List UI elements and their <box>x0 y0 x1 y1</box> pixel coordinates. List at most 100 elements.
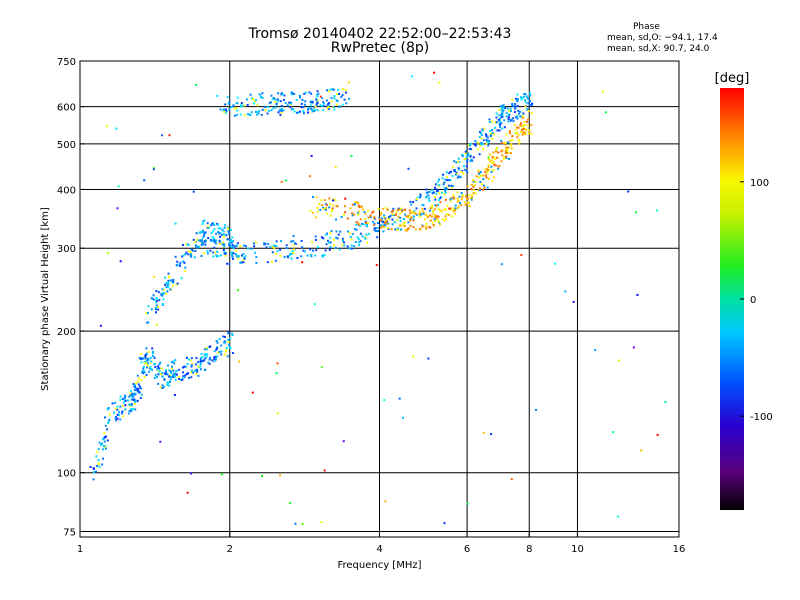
echo-point <box>467 197 470 200</box>
echo-point <box>151 350 154 353</box>
echo-point <box>317 246 320 248</box>
echo-point <box>512 117 515 120</box>
echo-point <box>273 245 276 248</box>
echo-point <box>491 179 494 182</box>
echo-point <box>409 219 412 222</box>
echo-point <box>361 235 364 238</box>
echo-point <box>136 374 139 377</box>
echo-point <box>294 242 296 245</box>
echo-point <box>311 110 314 113</box>
echo-point <box>103 432 106 435</box>
echo-point <box>172 369 175 372</box>
echo-point <box>281 92 283 95</box>
echo-point <box>229 347 232 350</box>
echo-point <box>452 166 455 169</box>
echo-point <box>129 394 132 397</box>
echo-point <box>463 168 466 171</box>
echo-point <box>390 211 393 214</box>
echo-point <box>153 363 156 366</box>
noise-point <box>334 165 337 168</box>
echo-point <box>343 213 345 216</box>
echo-point <box>147 305 150 308</box>
echo-point <box>372 221 374 223</box>
echo-point <box>365 233 368 236</box>
echo-point <box>178 263 181 266</box>
echo-point <box>422 212 425 215</box>
echo-point <box>150 297 153 299</box>
echo-point <box>223 110 226 113</box>
echo-point <box>161 293 164 296</box>
echo-point <box>478 153 481 156</box>
echo-point <box>485 168 488 171</box>
echo-point <box>388 216 390 219</box>
noise-point <box>280 180 283 183</box>
noise-point <box>402 416 405 419</box>
echo-point <box>380 211 383 214</box>
echo-point <box>433 208 436 211</box>
echo-point <box>356 236 359 239</box>
echo-point <box>461 195 464 198</box>
echo-point <box>454 207 457 210</box>
echo-point <box>316 210 319 213</box>
echo-point <box>157 373 160 376</box>
y-tick-label: 200 <box>57 327 76 338</box>
echo-point <box>457 199 460 202</box>
noise-point <box>261 475 264 477</box>
echo-point <box>139 387 142 390</box>
echo-point <box>511 104 514 107</box>
echo-point <box>203 235 205 237</box>
echo-point <box>463 200 466 203</box>
echo-point <box>214 242 217 245</box>
echo-point <box>501 115 504 118</box>
echo-point <box>517 126 520 129</box>
echo-point <box>279 254 282 257</box>
echo-point <box>494 126 497 129</box>
echo-point <box>492 176 495 179</box>
echo-point <box>208 362 211 365</box>
echo-point <box>158 363 161 366</box>
chart-subtitle: RwPretec (8p) <box>330 40 430 56</box>
echo-point <box>134 386 137 389</box>
x-tick-label: 10 <box>571 544 584 555</box>
echo-point <box>221 243 224 246</box>
echo-point <box>493 163 496 166</box>
noise-point <box>107 252 110 255</box>
echo-point <box>290 108 293 111</box>
echo-point <box>276 99 279 101</box>
echo-point <box>516 117 519 120</box>
echo-point <box>347 230 349 233</box>
echo-point <box>307 108 309 111</box>
echo-point <box>437 208 440 211</box>
echo-point <box>397 208 400 211</box>
echo-point <box>119 395 122 398</box>
echo-point <box>333 238 335 241</box>
echo-point <box>398 224 401 227</box>
echo-point <box>419 196 422 199</box>
echo-point <box>213 224 216 226</box>
echo-point <box>124 394 127 397</box>
echo-point <box>443 193 446 196</box>
echo-point <box>528 91 531 94</box>
chart-title: Tromsø 20140402 22:52:00–22:53:43 <box>248 26 512 42</box>
echo-point <box>219 227 222 230</box>
echo-point <box>463 157 466 160</box>
echo-point <box>373 224 376 227</box>
echo-point <box>508 109 511 112</box>
echo-point <box>161 387 164 389</box>
noise-point <box>99 324 102 327</box>
echo-point <box>155 304 158 307</box>
echo-point <box>225 110 228 113</box>
echo-point <box>222 233 225 236</box>
echo-point <box>429 207 432 210</box>
echo-point <box>451 197 454 200</box>
echo-point <box>280 112 283 115</box>
echo-point <box>391 213 394 216</box>
echo-point <box>456 207 459 210</box>
echo-point <box>516 93 519 96</box>
echo-point <box>160 367 163 370</box>
noise-point <box>173 394 176 396</box>
echo-point <box>457 157 460 160</box>
noise-point <box>342 440 345 443</box>
noise-point <box>664 400 667 403</box>
